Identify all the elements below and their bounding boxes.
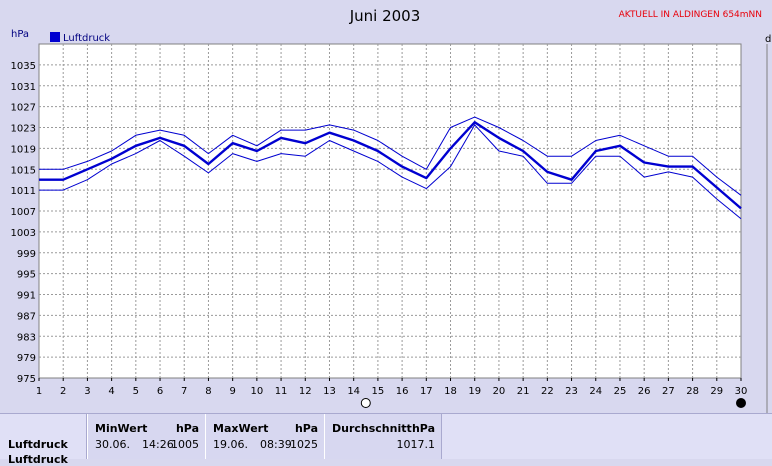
open-circle-marker <box>360 398 371 408</box>
marker-group <box>360 398 746 408</box>
max-time: 08:39 <box>260 438 292 451</box>
y-tick-label: 979 <box>17 353 36 364</box>
y-tick-label: 987 <box>17 311 36 322</box>
location-notice: AKTUELL IN ALDINGEN 654mNN <box>619 10 762 20</box>
x-tick-label: 26 <box>638 386 651 397</box>
x-tick-label: 20 <box>493 386 506 397</box>
x-tick-label: 15 <box>372 386 385 397</box>
avg-heading: Durchschnitt <box>332 422 412 435</box>
corner-letter: d <box>765 34 771 45</box>
max-date: 19.06. <box>213 438 248 451</box>
x-tick-label: 21 <box>517 386 530 397</box>
y-axis: 975 979 983 987 991 995 999 1003 1007 1011 1015 101… <box>11 61 36 385</box>
x-tick-label: 12 <box>299 386 312 397</box>
x-tick-label: 18 <box>444 386 457 397</box>
y-tick-label: 999 <box>17 249 36 260</box>
x-tick-label: 27 <box>662 386 675 397</box>
y-tick-label: 1015 <box>11 165 36 176</box>
legend-label: Luftdruck <box>63 33 110 44</box>
x-tick-label: 10 <box>250 386 263 397</box>
y-tick-label: 983 <box>17 332 36 343</box>
stats-avg-cell: Durchschnitt hPa 1017.1 <box>324 414 442 459</box>
stats-row-label: Luftdruck <box>8 438 68 451</box>
y-tick-label: 1027 <box>11 103 36 114</box>
x-tick-label: 3 <box>84 386 90 397</box>
x-axis: 1 2 3 4 5 6 7 8 9 10 11 12 13 14 15 16 17 18 19 20 21 22 23 24 2… <box>36 378 748 397</box>
x-tick-label: 2 <box>60 386 66 397</box>
x-tick-label: 8 <box>205 386 211 397</box>
max-heading: MaxWert <box>213 422 269 435</box>
filled-circle-marker <box>736 398 746 408</box>
y-tick-label: 975 <box>17 374 36 385</box>
y-tick-label: 1019 <box>11 144 36 155</box>
min-heading: MinWert <box>95 422 148 435</box>
x-tick-label: 16 <box>396 386 409 397</box>
series-mean-line <box>39 121 742 210</box>
y-tick-label: 1003 <box>11 228 36 239</box>
x-tick-label: 5 <box>133 386 139 397</box>
x-tick-label: 29 <box>710 386 723 397</box>
x-tick-label: 19 <box>468 386 481 397</box>
min-time: 14:26 <box>142 438 174 451</box>
stats-min-cell: MinWert hPa 30.06. 14:26 1005 <box>87 414 206 459</box>
avg-value: 1017.1 <box>396 438 436 451</box>
y-tick-label: 1035 <box>11 61 36 72</box>
x-tick-label: 7 <box>181 386 187 397</box>
y-tick-label: 991 <box>17 291 36 302</box>
chart: 9759799839879919959991003100710111015101… <box>11 7 771 413</box>
chart-title: Juni 2003 <box>349 7 421 25</box>
series-group <box>39 116 742 220</box>
series-max-line <box>39 116 742 196</box>
x-tick-label: 24 <box>589 386 602 397</box>
x-tick-label: 4 <box>108 386 114 397</box>
x-tick-label: 22 <box>541 386 554 397</box>
grid <box>39 44 741 378</box>
min-unit: hPa <box>175 422 199 435</box>
y-tick-label: 1031 <box>11 82 36 93</box>
y-tick-label: 1023 <box>11 124 36 135</box>
y-tick-label: 995 <box>17 270 36 281</box>
legend-swatch <box>50 32 60 42</box>
x-tick-label: 23 <box>565 386 578 397</box>
y-tick-label: 1007 <box>11 207 36 218</box>
min-value: 1005 <box>171 438 199 451</box>
stats-label-cell: Luftdruck Luftdruck <box>0 414 87 466</box>
x-tick-label: 17 <box>420 386 433 397</box>
y-tick-label: 1011 <box>11 186 36 197</box>
x-tick-label: 1 <box>36 386 42 397</box>
x-tick-label: 28 <box>686 386 699 397</box>
x-tick-label: 9 <box>229 386 235 397</box>
x-tick-label: 11 <box>275 386 288 397</box>
x-tick-label: 30 <box>735 386 748 397</box>
stats-max-cell: MaxWert hPa 19.06. 08:39 1025 <box>205 414 325 459</box>
x-tick-label: 14 <box>347 386 360 397</box>
stats-row-label-2: Luftdruck <box>8 453 68 466</box>
stats-panel: Luftdruck Luftdruck MinWert hPa 30.06. 1… <box>0 413 772 466</box>
avg-unit: hPa <box>411 422 435 435</box>
series-min-line <box>39 124 742 220</box>
max-unit: hPa <box>294 422 318 435</box>
x-tick-label: 6 <box>157 386 163 397</box>
x-tick-label: 13 <box>323 386 336 397</box>
y-axis-label: hPa <box>11 29 29 40</box>
x-tick-label: 25 <box>614 386 627 397</box>
min-date: 30.06. <box>95 438 130 451</box>
max-value: 1025 <box>290 438 318 451</box>
